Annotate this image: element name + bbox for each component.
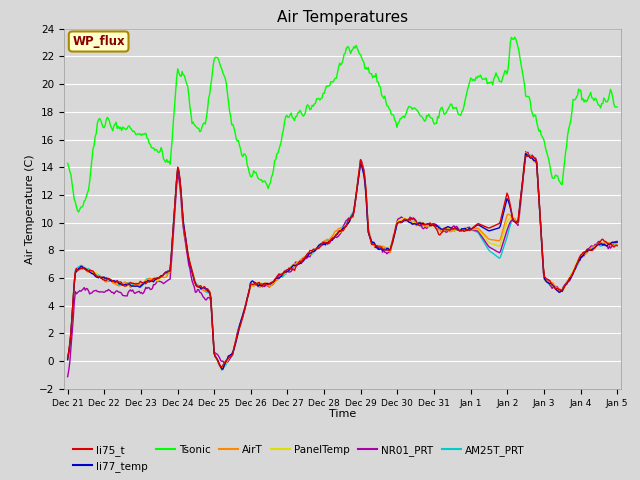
Text: WP_flux: WP_flux: [72, 35, 125, 48]
Y-axis label: Air Temperature (C): Air Temperature (C): [25, 154, 35, 264]
Title: Air Temperatures: Air Temperatures: [277, 10, 408, 25]
Legend: li75_t, li77_temp, Tsonic, AirT, PanelTemp, NR01_PRT, AM25T_PRT: li75_t, li77_temp, Tsonic, AirT, PanelTe…: [69, 441, 529, 476]
X-axis label: Time: Time: [329, 409, 356, 419]
